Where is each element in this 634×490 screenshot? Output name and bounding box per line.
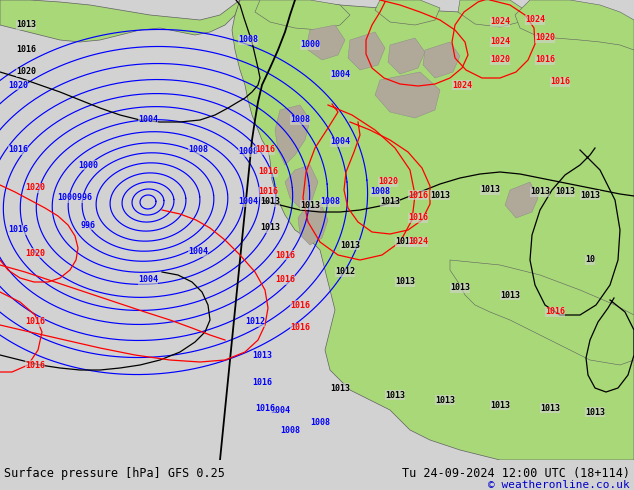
Text: 1000: 1000 <box>300 41 320 49</box>
Text: 1016: 1016 <box>408 191 428 199</box>
Text: 1004: 1004 <box>330 138 350 147</box>
Text: 1013: 1013 <box>340 241 360 249</box>
Text: 1016: 1016 <box>550 77 570 87</box>
Polygon shape <box>298 202 328 245</box>
Text: 1004: 1004 <box>188 247 208 256</box>
Text: 1016: 1016 <box>258 188 278 196</box>
Text: 1013: 1013 <box>500 291 520 299</box>
Text: 1013: 1013 <box>260 223 280 232</box>
Text: 1016: 1016 <box>258 168 278 176</box>
Text: 1013: 1013 <box>395 277 415 287</box>
Text: Tu 24-09-2024 12:00 UTC (18+114): Tu 24-09-2024 12:00 UTC (18+114) <box>402 466 630 480</box>
Text: 1013: 1013 <box>385 391 405 399</box>
Text: 1020: 1020 <box>16 68 36 76</box>
Text: 1013: 1013 <box>435 395 455 405</box>
Text: 1004: 1004 <box>330 71 350 79</box>
Polygon shape <box>255 0 350 30</box>
Text: 1016: 1016 <box>255 146 275 154</box>
Polygon shape <box>505 182 538 218</box>
Text: 1000996: 1000996 <box>58 194 93 202</box>
Text: 1008: 1008 <box>238 35 258 45</box>
Text: 1013: 1013 <box>490 400 510 410</box>
Text: 1020: 1020 <box>490 55 510 65</box>
Polygon shape <box>388 38 425 74</box>
Text: 1016: 1016 <box>545 308 565 317</box>
Text: 1016: 1016 <box>408 214 428 222</box>
Polygon shape <box>232 0 634 460</box>
Text: 1016: 1016 <box>25 318 45 326</box>
Text: 1004: 1004 <box>270 406 290 415</box>
Polygon shape <box>458 0 525 27</box>
Polygon shape <box>375 0 440 25</box>
Text: Surface pressure [hPa] GFS 0.25: Surface pressure [hPa] GFS 0.25 <box>4 466 225 480</box>
Text: 1024: 1024 <box>452 80 472 90</box>
Text: 1012: 1012 <box>245 318 265 326</box>
Text: 1004: 1004 <box>138 116 158 124</box>
Text: 1016: 1016 <box>275 250 295 260</box>
Text: 1020: 1020 <box>535 33 555 43</box>
Text: 1016: 1016 <box>255 403 275 413</box>
Text: 1016: 1016 <box>290 300 310 310</box>
Polygon shape <box>285 165 318 208</box>
Text: 1016: 1016 <box>8 146 28 154</box>
Text: 1016: 1016 <box>275 275 295 285</box>
Polygon shape <box>275 105 310 165</box>
Text: 1000: 1000 <box>78 161 98 170</box>
Polygon shape <box>450 260 634 365</box>
Text: 1013: 1013 <box>585 408 605 416</box>
Text: 1013: 1013 <box>555 188 575 196</box>
Text: 1004: 1004 <box>138 275 158 285</box>
Text: 1020: 1020 <box>25 248 45 258</box>
Polygon shape <box>348 32 385 70</box>
Text: 1004: 1004 <box>238 197 258 206</box>
Text: 1016: 1016 <box>8 225 28 235</box>
Text: 1008: 1008 <box>188 146 208 154</box>
Text: 1013: 1013 <box>450 284 470 293</box>
Text: 1016: 1016 <box>252 377 272 387</box>
Text: 1008: 1008 <box>310 417 330 426</box>
Text: 10: 10 <box>585 255 595 265</box>
Text: 1013: 1013 <box>395 238 415 246</box>
Text: 1008: 1008 <box>238 147 258 156</box>
Text: 1008: 1008 <box>290 116 310 124</box>
Text: 1008: 1008 <box>280 425 300 435</box>
Text: 1013: 1013 <box>252 350 272 360</box>
Text: 1016: 1016 <box>25 361 45 369</box>
Text: 1013: 1013 <box>580 191 600 199</box>
Text: 1013: 1013 <box>330 384 350 392</box>
Text: 1013: 1013 <box>260 197 280 206</box>
Text: 1024: 1024 <box>490 38 510 47</box>
Text: 1016: 1016 <box>16 46 36 54</box>
Polygon shape <box>308 25 345 60</box>
Text: 1013: 1013 <box>430 191 450 199</box>
Text: 1020: 1020 <box>25 183 45 193</box>
Text: 1024: 1024 <box>490 18 510 26</box>
Text: 1008: 1008 <box>320 197 340 206</box>
Polygon shape <box>423 42 460 78</box>
Text: 1016: 1016 <box>290 323 310 333</box>
Text: 1013: 1013 <box>480 186 500 195</box>
Polygon shape <box>375 72 440 118</box>
Text: 1013: 1013 <box>540 403 560 413</box>
Text: 1012: 1012 <box>335 268 355 276</box>
Text: 1013: 1013 <box>300 200 320 210</box>
Text: 1008: 1008 <box>370 188 390 196</box>
Text: 1016: 1016 <box>535 55 555 65</box>
Polygon shape <box>515 0 634 50</box>
Text: 1013: 1013 <box>16 21 36 29</box>
Text: 1020: 1020 <box>8 80 28 90</box>
Text: 1024: 1024 <box>408 238 428 246</box>
Text: 996: 996 <box>81 220 96 229</box>
Text: 1024: 1024 <box>525 16 545 24</box>
Text: 1020: 1020 <box>378 177 398 187</box>
Text: 1013: 1013 <box>380 197 400 206</box>
Text: 1013: 1013 <box>530 188 550 196</box>
Polygon shape <box>0 0 240 42</box>
Text: © weatheronline.co.uk: © weatheronline.co.uk <box>488 480 630 490</box>
